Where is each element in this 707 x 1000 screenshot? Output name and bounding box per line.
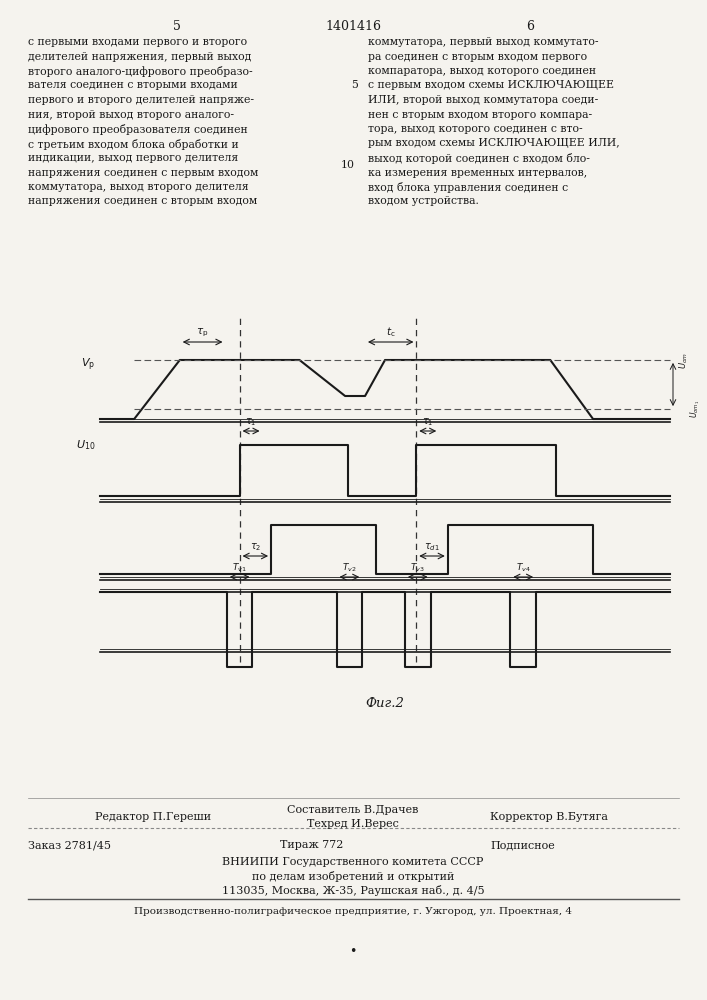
Text: тора, выход которого соединен с вто-: тора, выход которого соединен с вто-	[368, 124, 583, 134]
Text: коммутатора, выход второго делителя: коммутатора, выход второго делителя	[28, 182, 249, 192]
Text: 6: 6	[526, 20, 534, 33]
Text: Фиг.2: Фиг.2	[366, 697, 404, 710]
Text: $\tau_1$: $\tau_1$	[422, 416, 433, 428]
Text: 113035, Москва, Ж-35, Раушская наб., д. 4/5: 113035, Москва, Ж-35, Раушская наб., д. …	[222, 885, 484, 896]
Text: ра соединен с вторым входом первого: ра соединен с вторым входом первого	[368, 51, 587, 62]
Text: Производственно-полиграфическое предприятие, г. Ужгород, ул. Проектная, 4: Производственно-полиграфическое предприя…	[134, 907, 572, 916]
Text: $\tau_1$: $\tau_1$	[245, 416, 257, 428]
Text: $t_{\rm c}$: $t_{\rm c}$	[386, 325, 395, 339]
Text: $T_{v3}$: $T_{v3}$	[411, 562, 425, 574]
Text: входом устройства.: входом устройства.	[368, 196, 479, 207]
Text: ВНИИПИ Государственного комитета СССР: ВНИИПИ Государственного комитета СССР	[222, 857, 484, 867]
Text: $T_{v1}$: $T_{v1}$	[233, 562, 247, 574]
Text: индикации, выход первого делителя: индикации, выход первого делителя	[28, 153, 238, 163]
Text: Корректор В.Бутяга: Корректор В.Бутяга	[490, 812, 608, 822]
Text: $U_{om}$: $U_{om}$	[678, 351, 691, 369]
Text: коммутатора, первый выход коммутато-: коммутатора, первый выход коммутато-	[368, 37, 599, 47]
Text: цифрового преобразователя соединен: цифрового преобразователя соединен	[28, 124, 247, 135]
Text: 5: 5	[351, 81, 358, 91]
Text: напряжения соединен с первым входом: напряжения соединен с первым входом	[28, 167, 258, 178]
Text: компаратора, выход которого соединен: компаратора, выход которого соединен	[368, 66, 596, 76]
Text: выход которой соединен с входом бло-: выход которой соединен с входом бло-	[368, 153, 590, 164]
Text: Подписное: Подписное	[490, 840, 555, 850]
Text: $U_{om_1}$: $U_{om_1}$	[688, 400, 701, 418]
Text: ИЛИ, второй выход коммутатора соеди-: ИЛИ, второй выход коммутатора соеди-	[368, 95, 598, 105]
Text: вателя соединен с вторыми входами: вателя соединен с вторыми входами	[28, 81, 238, 91]
Text: Заказ 2781/45: Заказ 2781/45	[28, 840, 111, 850]
Text: ния, второй выход второго аналого-: ния, второй выход второго аналого-	[28, 109, 234, 119]
Text: $T_{v2}$: $T_{v2}$	[342, 562, 357, 574]
Text: $\tau_{d1}$: $\tau_{d1}$	[424, 541, 440, 553]
Text: $T_{v4}$: $T_{v4}$	[516, 562, 531, 574]
Text: 5: 5	[173, 20, 181, 33]
Text: вход блока управления соединен с: вход блока управления соединен с	[368, 182, 568, 193]
Text: Составитель В.Драчев: Составитель В.Драчев	[287, 805, 419, 815]
Text: рым входом схемы ИСКЛЮЧАЮЩЕЕ ИЛИ,: рым входом схемы ИСКЛЮЧАЮЩЕЕ ИЛИ,	[368, 138, 620, 148]
Text: $\tau_2$: $\tau_2$	[250, 541, 261, 553]
Text: с первыми входами первого и второго: с первыми входами первого и второго	[28, 37, 247, 47]
Text: 1401416: 1401416	[325, 20, 382, 33]
Text: $V_{\rm p}$: $V_{\rm p}$	[81, 357, 95, 373]
Text: Тираж 772: Тираж 772	[280, 840, 344, 850]
Text: Редактор П.Гереши: Редактор П.Гереши	[95, 812, 211, 822]
Text: ка измерения временных интервалов,: ка измерения временных интервалов,	[368, 167, 588, 178]
Text: делителей напряжения, первый выход: делителей напряжения, первый выход	[28, 51, 252, 62]
Text: •: •	[349, 946, 357, 958]
Text: с первым входом схемы ИСКЛЮЧАЮЩЕЕ: с первым входом схемы ИСКЛЮЧАЮЩЕЕ	[368, 81, 614, 91]
Text: по делам изобретений и открытий: по делам изобретений и открытий	[252, 871, 454, 882]
Text: $\tau_{\rm p}$: $\tau_{\rm p}$	[197, 327, 209, 339]
Text: 10: 10	[341, 160, 355, 170]
Text: нен с вторым входом второго компара-: нен с вторым входом второго компара-	[368, 109, 592, 119]
Text: напряжения соединен с вторым входом: напряжения соединен с вторым входом	[28, 196, 257, 207]
Text: второго аналого-цифрового преобразо-: второго аналого-цифрового преобразо-	[28, 66, 252, 77]
Text: первого и второго делителей напряже-: первого и второго делителей напряже-	[28, 95, 254, 105]
Text: $U_{10}$: $U_{10}$	[76, 438, 95, 452]
Text: Техред И.Верес: Техред И.Верес	[307, 819, 399, 829]
Text: с третьим входом блока обработки и: с третьим входом блока обработки и	[28, 138, 239, 149]
